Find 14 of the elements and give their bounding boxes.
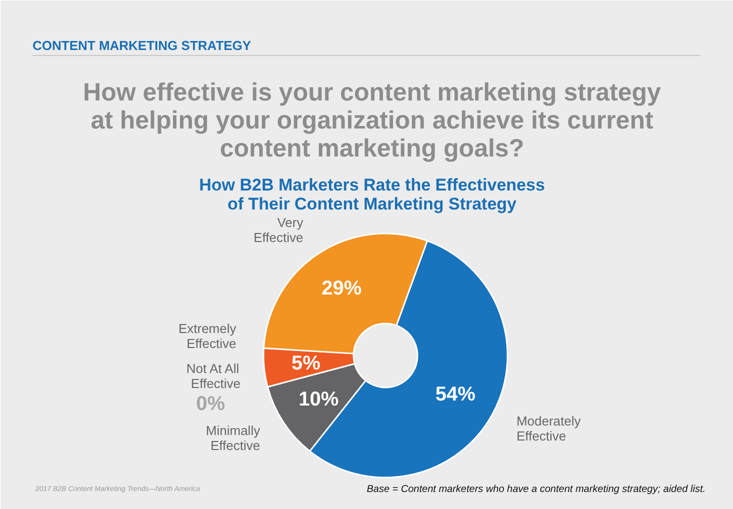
text: Base = Content marketers who have a content marketing strategy; aided list. <box>366 484 706 495</box>
slice-label: Very Effective <box>254 215 304 246</box>
slice-label: Moderately Effective <box>516 414 582 444</box>
data-label: 29% <box>322 278 362 300</box>
slice-label: Minimally Effective <box>206 422 261 453</box>
data-label: 54% <box>435 384 476 406</box>
text: 0% <box>196 392 225 415</box>
text: CONTENT MARKETING STRATEGY <box>32 38 252 53</box>
slice-label: Extremely Effective <box>178 320 237 351</box>
category-label: Not At All Effective <box>186 360 241 391</box>
data-label: 5% <box>291 352 321 374</box>
data-label: 10% <box>298 388 339 410</box>
chart-title: How effective is your content marketing strategy at helping your organization achieve its current content marketing goals? <box>83 78 662 162</box>
chart-subtitle: How B2B Marketers Rate the Effectiveness of Their Content Marketing Strategy <box>199 176 545 214</box>
